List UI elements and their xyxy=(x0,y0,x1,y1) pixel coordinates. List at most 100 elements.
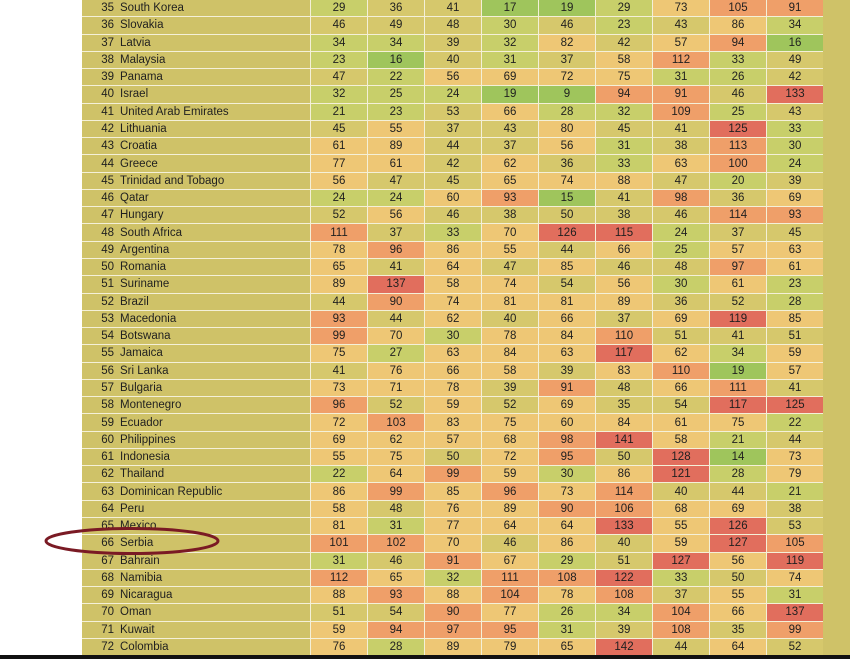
value-cell: 94 xyxy=(367,621,425,639)
value-cell: 133 xyxy=(766,85,823,104)
value-cell: 40 xyxy=(481,310,539,329)
value-cell: 111 xyxy=(709,379,767,398)
value-cell: 25 xyxy=(652,241,710,259)
rank-cell: 50 xyxy=(82,258,120,277)
value-cell: 45 xyxy=(766,223,823,242)
value-cell: 19 xyxy=(709,362,767,380)
value-cell: 93 xyxy=(766,206,823,225)
value-cell: 73 xyxy=(310,379,368,398)
value-cell: 60 xyxy=(538,413,596,432)
value-cell: 42 xyxy=(766,68,823,87)
rank-cell: 43 xyxy=(82,137,120,156)
value-cell: 62 xyxy=(367,431,425,449)
value-cell: 39 xyxy=(538,362,596,380)
value-cell: 46 xyxy=(538,16,596,35)
value-cell: 69 xyxy=(709,500,767,518)
value-cell: 69 xyxy=(652,310,710,329)
value-cell: 65 xyxy=(310,258,368,277)
value-cell: 60 xyxy=(424,189,482,208)
value-cell: 90 xyxy=(424,603,482,622)
value-cell: 57 xyxy=(652,34,710,52)
value-cell: 32 xyxy=(481,34,539,52)
rank-cell: 47 xyxy=(82,206,120,225)
value-cell: 105 xyxy=(709,0,767,18)
value-cell: 59 xyxy=(310,621,368,639)
country-cell: Thailand xyxy=(120,465,311,484)
country-cell: Indonesia xyxy=(120,448,311,467)
value-cell: 84 xyxy=(538,327,596,346)
rank-cell: 57 xyxy=(82,379,120,398)
value-cell: 88 xyxy=(310,586,368,605)
value-cell: 142 xyxy=(595,638,653,657)
rank-cell: 38 xyxy=(82,51,120,70)
table-row: 37 Latvia 34 34 39 32 82 42 57 94 16 xyxy=(82,34,823,52)
value-cell: 45 xyxy=(595,120,653,139)
value-cell: 108 xyxy=(595,586,653,605)
value-cell: 75 xyxy=(595,68,653,87)
highlight-ellipse xyxy=(44,527,220,555)
value-cell: 34 xyxy=(367,34,425,52)
value-cell: 75 xyxy=(481,413,539,432)
value-cell: 30 xyxy=(538,465,596,484)
value-cell: 59 xyxy=(652,534,710,553)
value-cell: 35 xyxy=(595,396,653,415)
value-cell: 28 xyxy=(367,638,425,657)
value-cell: 59 xyxy=(481,465,539,484)
value-cell: 44 xyxy=(538,241,596,259)
rank-cell: 41 xyxy=(82,103,120,121)
country-cell: Bulgaria xyxy=(120,379,311,398)
value-cell: 64 xyxy=(481,517,539,536)
rank-cell: 60 xyxy=(82,431,120,449)
value-cell: 72 xyxy=(310,413,368,432)
table-row: 68 Namibia 112 65 32 111 108 122 33 50 74 xyxy=(82,569,823,588)
value-cell: 38 xyxy=(595,206,653,225)
value-cell: 66 xyxy=(709,603,767,622)
value-cell: 104 xyxy=(652,603,710,622)
value-cell: 94 xyxy=(709,34,767,52)
value-cell: 137 xyxy=(367,275,425,294)
value-cell: 78 xyxy=(481,327,539,346)
value-cell: 40 xyxy=(652,482,710,501)
value-cell: 65 xyxy=(367,569,425,588)
value-cell: 46 xyxy=(367,552,425,570)
rank-cell: 67 xyxy=(82,552,120,570)
value-cell: 52 xyxy=(766,638,823,657)
value-cell: 51 xyxy=(766,327,823,346)
rank-cell: 62 xyxy=(82,465,120,484)
value-cell: 108 xyxy=(538,569,596,588)
value-cell: 99 xyxy=(310,327,368,346)
value-cell: 65 xyxy=(481,172,539,190)
country-cell: Oman xyxy=(120,603,311,622)
value-cell: 30 xyxy=(424,327,482,346)
value-cell: 86 xyxy=(709,16,767,35)
value-cell: 73 xyxy=(652,0,710,18)
table-row: 53 Macedonia 93 44 62 40 66 37 69 119 85 xyxy=(82,310,823,329)
value-cell: 64 xyxy=(538,517,596,536)
value-cell: 82 xyxy=(538,34,596,52)
value-cell: 47 xyxy=(367,172,425,190)
value-cell: 43 xyxy=(652,16,710,35)
value-cell: 41 xyxy=(652,120,710,139)
value-cell: 50 xyxy=(538,206,596,225)
value-cell: 70 xyxy=(424,534,482,553)
value-cell: 83 xyxy=(595,362,653,380)
value-cell: 112 xyxy=(310,569,368,588)
value-cell: 74 xyxy=(481,275,539,294)
country-cell: South Korea xyxy=(120,0,311,18)
value-cell: 28 xyxy=(709,465,767,484)
value-cell: 49 xyxy=(367,16,425,35)
value-cell: 44 xyxy=(367,310,425,329)
value-cell: 51 xyxy=(310,603,368,622)
value-cell: 32 xyxy=(424,569,482,588)
value-cell: 114 xyxy=(595,482,653,501)
rank-cell: 72 xyxy=(82,638,120,657)
value-cell: 97 xyxy=(424,621,482,639)
value-cell: 57 xyxy=(709,241,767,259)
value-cell: 111 xyxy=(481,569,539,588)
table-row: 46 Qatar 24 24 60 93 15 41 98 36 69 xyxy=(82,189,823,208)
value-cell: 73 xyxy=(538,482,596,501)
value-cell: 109 xyxy=(652,103,710,121)
table-row: 58 Montenegro 96 52 59 52 69 35 54 117 125 xyxy=(82,396,823,415)
value-cell: 61 xyxy=(709,275,767,294)
value-cell: 86 xyxy=(538,534,596,553)
